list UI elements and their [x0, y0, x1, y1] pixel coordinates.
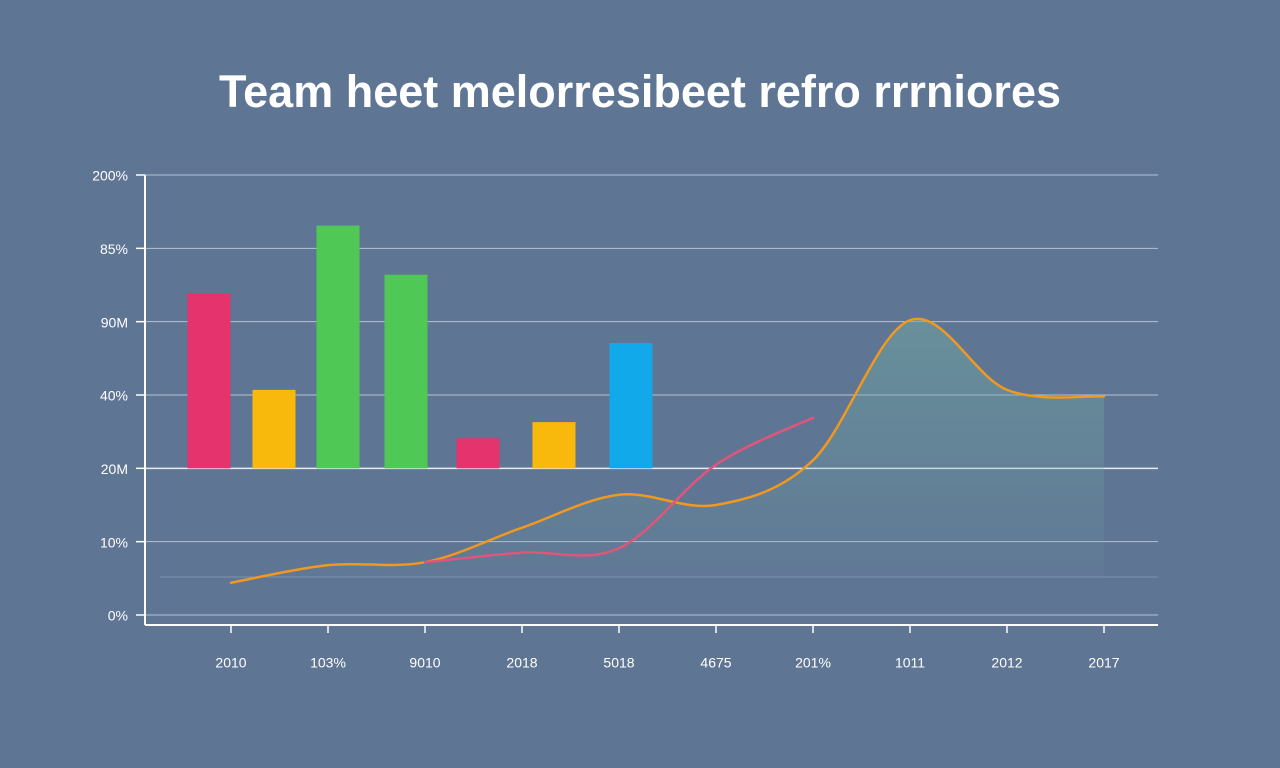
y-tick-label: 90M — [101, 314, 128, 330]
y-tick-label: 0% — [108, 608, 128, 624]
y-tick-label: 85% — [100, 241, 128, 257]
bar — [187, 293, 231, 469]
x-tick-label: 9010 — [409, 655, 440, 671]
line — [229, 317, 1106, 584]
bar — [384, 274, 428, 469]
y-tick-label: 20M — [101, 461, 128, 477]
x-tick-label: 1011 — [895, 655, 925, 671]
bar — [456, 438, 500, 469]
chart-title: Team heet melorresibeet refro rrrniores — [219, 66, 1061, 117]
y-tick-label: 10% — [100, 534, 128, 550]
y-tick-label: 40% — [100, 388, 128, 404]
area — [231, 318, 1104, 583]
y-tick-label: 200% — [92, 168, 128, 184]
bar — [252, 389, 296, 469]
x-tick-label: 201% — [795, 655, 831, 671]
x-tick-label: 2010 — [215, 655, 246, 671]
x-tick-label: 2012 — [991, 655, 1022, 671]
bar — [609, 342, 653, 469]
bar — [316, 225, 360, 469]
line — [423, 416, 815, 564]
x-tick-label: 103% — [310, 655, 346, 671]
x-tick-label: 4675 — [700, 655, 731, 671]
x-tick-label: 2018 — [506, 655, 537, 671]
x-tick-label: 2017 — [1088, 655, 1119, 671]
x-tick-label: 5018 — [603, 655, 634, 671]
bar — [532, 422, 576, 469]
